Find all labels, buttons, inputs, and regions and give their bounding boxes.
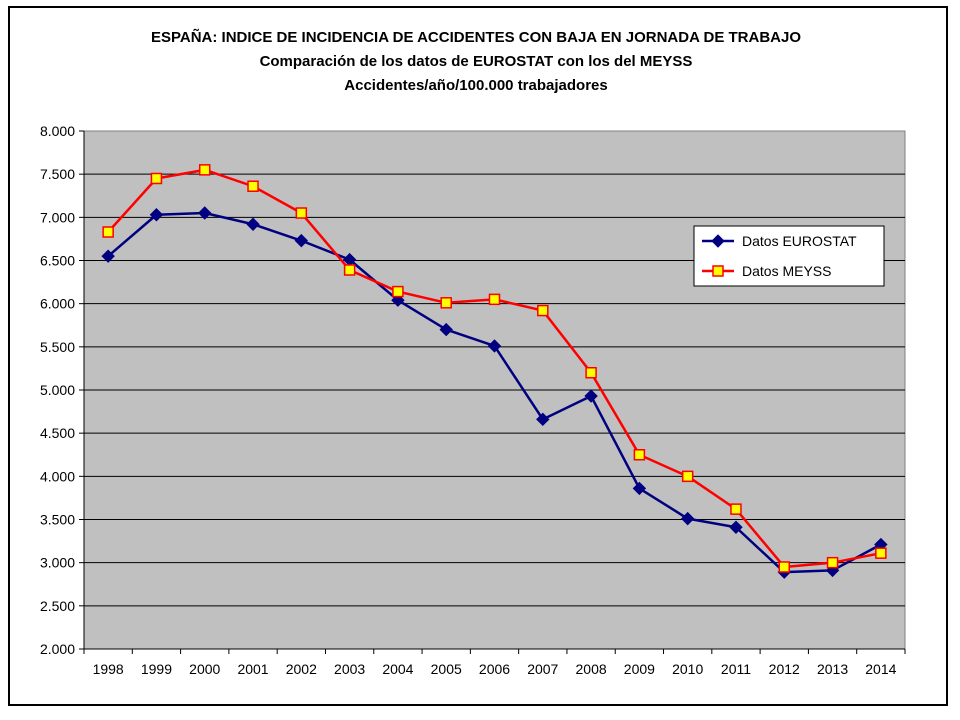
x-tick-label: 2014 <box>865 661 896 677</box>
data-point <box>632 481 647 496</box>
legend: Datos EUROSTAT Datos MEYSS <box>693 225 885 287</box>
data-point <box>778 561 791 573</box>
x-tick-label: 2006 <box>479 661 510 677</box>
chart-title-line-3: Accidentes/año/100.000 trabajadores <box>344 77 607 94</box>
data-point <box>537 304 549 317</box>
x-tick-label: 2009 <box>624 661 655 677</box>
data-point <box>198 164 211 176</box>
data-point <box>440 297 452 309</box>
data-point <box>246 217 260 231</box>
y-tick-label: 7.000 <box>40 209 75 225</box>
x-tick-label: 2005 <box>431 661 462 677</box>
y-tick-label: 3.000 <box>40 555 75 571</box>
y-tick-label: 5.000 <box>40 382 75 398</box>
data-point <box>149 208 164 222</box>
data-point <box>247 180 259 193</box>
data-point <box>294 233 309 248</box>
y-tick-label: 4.000 <box>40 468 75 484</box>
data-point <box>633 449 646 461</box>
data-point <box>101 249 115 263</box>
legend-label: Datos EUROSTAT <box>742 233 857 249</box>
plot-area: 2.000 2.500 3.000 3.500 4.000 4.500 5.000 5.500… <box>40 123 906 677</box>
data-point <box>392 285 404 298</box>
x-tick-label: 2001 <box>237 661 268 677</box>
x-tick-label: 2010 <box>672 661 703 677</box>
series-1 <box>102 164 887 573</box>
chart-frame: ESPAÑA: INDICE DE INCIDENCIA DE ACCIDENT… <box>8 6 948 706</box>
x-tick-label: 2003 <box>334 661 365 677</box>
data-point <box>198 206 212 220</box>
data-point <box>681 470 694 483</box>
chart-title-line-1: ESPAÑA: INDICE DE INCIDENCIA DE ACCIDENT… <box>151 28 801 46</box>
data-point <box>102 226 114 238</box>
y-tick-label: 7.500 <box>40 166 75 182</box>
x-tick-label: 2007 <box>527 661 558 677</box>
y-tick-label: 8.000 <box>40 123 75 139</box>
legend-label: Datos MEYSS <box>742 263 831 279</box>
legend-entry: Datos EUROSTAT <box>702 233 857 249</box>
legend-box <box>693 225 885 287</box>
x-tick-label: 1999 <box>141 661 172 677</box>
data-point <box>295 207 308 219</box>
x-tick-label: 2008 <box>576 661 607 677</box>
data-point <box>536 412 550 427</box>
x-tick-label: 2002 <box>286 661 317 677</box>
data-point <box>584 389 598 403</box>
data-point <box>585 366 597 379</box>
data-point <box>730 503 742 515</box>
x-tick-label: 2004 <box>382 661 413 677</box>
y-tick-label: 6.000 <box>40 296 75 312</box>
data-point <box>488 293 501 306</box>
y-tick-label: 5.500 <box>40 339 75 355</box>
y-tick-label: 2.000 <box>40 641 75 657</box>
data-point <box>711 234 725 248</box>
data-point <box>487 339 502 353</box>
line-chart: ESPAÑA: INDICE DE INCIDENCIA DE ACCIDENT… <box>40 28 906 677</box>
y-tick-label: 6.500 <box>40 253 75 269</box>
data-point <box>875 547 887 559</box>
data-point <box>826 556 839 569</box>
data-point <box>729 520 743 534</box>
x-tick-label: 2000 <box>189 661 220 677</box>
x-tick-label: 1998 <box>93 661 124 677</box>
chart-title-line-2: Comparación de los datos de EUROSTAT con… <box>260 53 693 70</box>
x-tick-label: 2013 <box>817 661 848 677</box>
data-point <box>712 265 724 277</box>
y-tick-label: 3.500 <box>40 512 75 528</box>
y-tick-label: 2.500 <box>40 598 75 614</box>
data-point <box>439 322 453 337</box>
data-point <box>150 172 163 185</box>
y-tick-label: 4.500 <box>40 425 75 441</box>
data-point <box>343 264 356 276</box>
chart-title: ESPAÑA: INDICE DE INCIDENCIA DE ACCIDENT… <box>151 28 801 94</box>
data-point <box>680 511 695 526</box>
x-tick-label: 2012 <box>769 661 800 677</box>
legend-entry: Datos MEYSS <box>702 263 831 279</box>
x-tick-label: 2011 <box>721 661 751 677</box>
